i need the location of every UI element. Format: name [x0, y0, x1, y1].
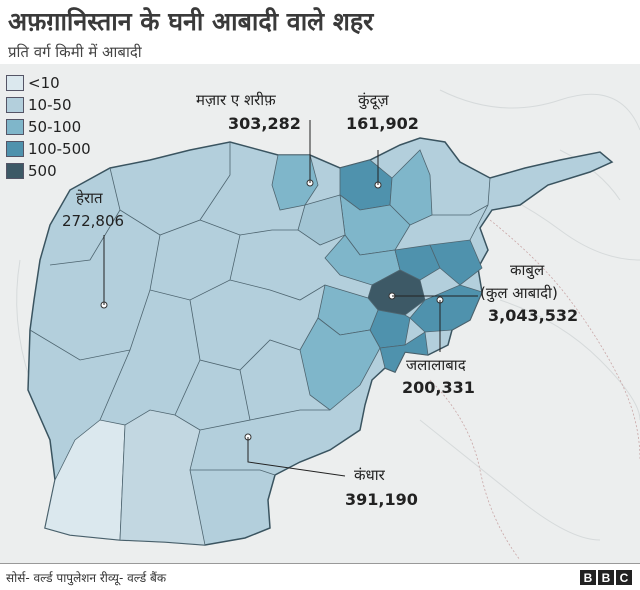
kunduz-population: 161,902	[346, 114, 419, 133]
legend-label: 100-500	[28, 140, 91, 158]
legend-swatch	[6, 119, 24, 135]
herat-name: हेरात	[76, 189, 103, 207]
source-text: सोर्स- वर्ल्ड पापुलेशन रीव्यू- वर्ल्ड बै…	[6, 571, 167, 585]
border-lines	[429, 219, 640, 561]
legend-swatch	[6, 163, 24, 179]
province-paktia	[379, 331, 429, 373]
page-title: अफ़ग़ानिस्तान के घनी आबादी वाले शहर	[8, 7, 374, 36]
city-markers	[100, 179, 444, 441]
legend-label: 50-100	[28, 118, 82, 136]
legend-item: 500	[6, 160, 91, 182]
leader-lines	[103, 120, 478, 477]
bbc-logo: B B C	[580, 570, 632, 585]
mazar-population: 303,282	[228, 114, 301, 133]
mazar-name: मज़ार ए शरीफ़	[196, 91, 276, 109]
kandahar-name: कंधार	[354, 466, 385, 484]
bbc-logo-letter: B	[598, 570, 614, 585]
province-nangarhar	[409, 284, 483, 333]
legend-item: 100-500	[6, 138, 91, 160]
legend-label: 10-50	[28, 96, 72, 114]
legend-swatch	[6, 141, 24, 157]
page-subtitle: प्रति वर्ग किमी में आबादी	[8, 43, 142, 61]
legend-item: 10-50	[6, 94, 91, 116]
province-laghman	[429, 239, 483, 286]
province-borders	[29, 142, 491, 476]
province-kapisa	[394, 244, 441, 281]
kandahar-population: 391,190	[345, 490, 418, 509]
legend-item: 50-100	[6, 116, 91, 138]
legend-item: <10	[6, 72, 91, 94]
kabul-name: काबुल	[510, 261, 545, 279]
bbc-logo-letter: C	[616, 570, 632, 585]
footer-divider	[0, 563, 640, 564]
province-ghazni	[299, 317, 381, 411]
province-samangan	[297, 194, 346, 246]
herat-population: 272,806	[62, 212, 125, 230]
legend-label: 500	[28, 162, 57, 180]
legend-swatch	[6, 75, 24, 91]
bbc-logo-letter: B	[580, 570, 596, 585]
jalalabad-population: 200,331	[402, 378, 475, 397]
province-nimroz	[44, 419, 126, 541]
afghanistan-map	[0, 64, 640, 564]
legend-swatch	[6, 97, 24, 113]
legend-label: <10	[28, 74, 60, 92]
kunduz-name: कुंदूज़	[358, 91, 389, 109]
kabul-note: (कुल आबादी)	[480, 284, 558, 302]
jalalabad-name: जलालाबाद	[406, 356, 466, 374]
kabul-population: 3,043,532	[488, 306, 579, 325]
map-legend: <10 10-50 50-100 100-500 500	[6, 72, 91, 182]
